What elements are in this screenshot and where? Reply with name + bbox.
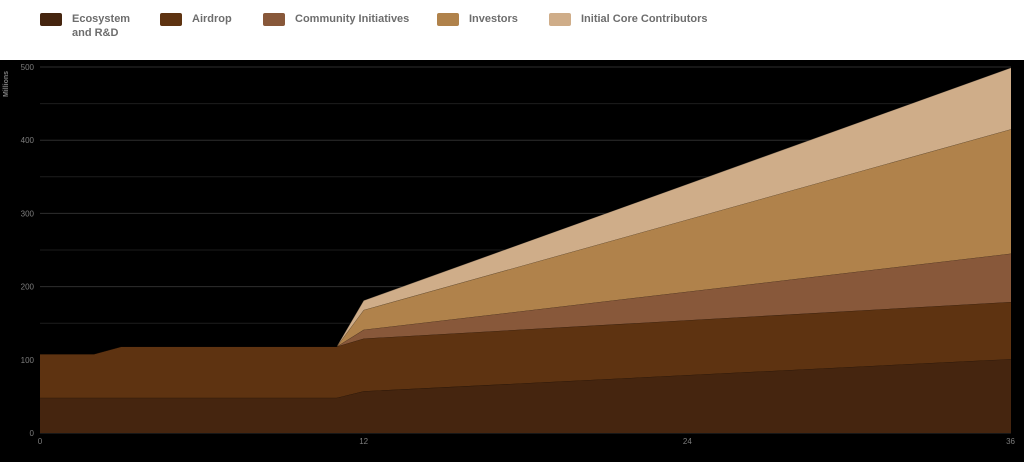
legend-item-core[interactable]: Initial Core Contributors [549, 12, 708, 26]
legend-item-investors[interactable]: Investors [437, 12, 518, 26]
legend-label-airdrop: Airdrop [192, 13, 232, 25]
y-tick-label: 100 [21, 356, 35, 365]
legend-item-ecosystem[interactable]: Ecosystem and R&D [40, 12, 130, 40]
x-tick-label: 36 [1006, 437, 1015, 446]
area-edge-line [40, 253, 1012, 355]
legend-swatch-core [549, 13, 571, 26]
x-tick-label: 24 [683, 437, 692, 446]
area-ecosystem-and-r-d [40, 359, 1011, 433]
legend-swatch-investors [437, 13, 459, 26]
y-axis-label: Millions [3, 71, 10, 97]
area-investors [40, 129, 1011, 354]
y-tick-label: 400 [21, 136, 35, 145]
stacked-area-chart: 0 100 200 300 400 500 0 12 24 36 Millions [3, 63, 1016, 446]
area-series [40, 67, 1012, 433]
legend-swatch-ecosystem [40, 13, 62, 26]
legend-label-ecosystem: Ecosystem and R&D [72, 13, 131, 39]
legend-label-core: Initial Core Contributors [581, 13, 708, 25]
legend-label-community: Community Initiatives [295, 13, 410, 25]
area-airdrop [40, 301, 1011, 398]
area-community-initiatives [40, 253, 1011, 354]
y-tick-label: 0 [30, 429, 35, 438]
x-tick-label: 12 [359, 437, 368, 446]
legend-swatch-airdrop [160, 13, 182, 26]
area-edge-line [40, 67, 1012, 355]
legend-label-investors: Investors [469, 13, 518, 25]
legend: Ecosystem and R&D Airdrop Community Init… [0, 0, 1024, 60]
y-tick-label: 200 [21, 283, 35, 292]
y-axis-ticks: 0 100 200 300 400 500 [21, 63, 35, 438]
y-tick-label: 300 [21, 209, 35, 218]
area-edge-line [40, 301, 1012, 355]
legend-item-airdrop[interactable]: Airdrop [160, 12, 232, 26]
x-tick-label: 0 [38, 437, 43, 446]
legend-swatch-community [263, 13, 285, 26]
x-axis-ticks: 0 12 24 36 [38, 437, 1016, 446]
area-edge-line [40, 128, 1012, 355]
legend-item-community[interactable]: Community Initiatives [263, 12, 409, 26]
y-tick-label: 500 [21, 63, 35, 72]
